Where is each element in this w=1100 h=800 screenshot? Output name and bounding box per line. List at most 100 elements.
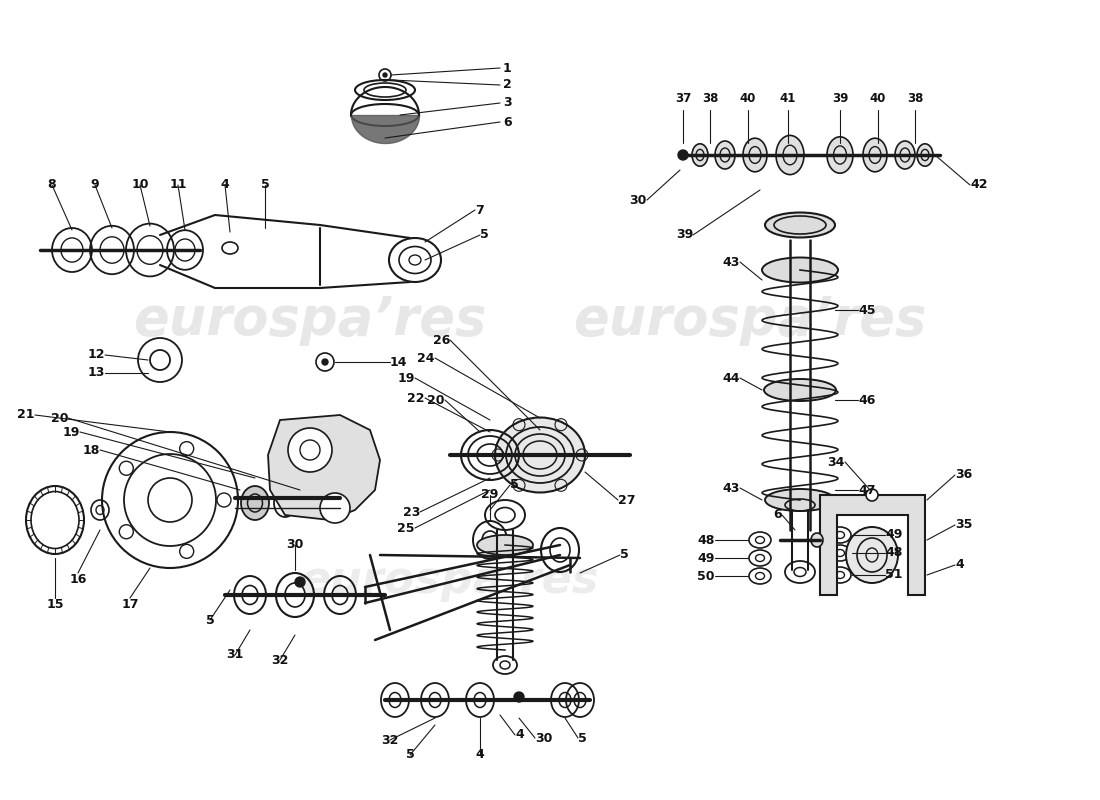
Polygon shape [268,415,379,520]
Ellipse shape [917,144,933,166]
Ellipse shape [764,489,835,511]
Text: 5: 5 [578,731,586,745]
Text: 15: 15 [46,598,64,611]
Polygon shape [820,495,925,595]
Text: 18: 18 [82,443,100,457]
Ellipse shape [764,213,835,238]
Text: 40: 40 [740,92,756,105]
Text: 50: 50 [697,570,715,582]
Ellipse shape [241,486,270,520]
Text: 46: 46 [858,394,876,406]
Ellipse shape [764,379,836,401]
Ellipse shape [827,137,853,174]
Ellipse shape [811,533,823,547]
Text: 5: 5 [261,178,270,191]
Text: 4: 4 [955,558,964,571]
Text: 45: 45 [858,303,876,317]
Circle shape [866,489,878,501]
Text: 19: 19 [63,426,80,438]
Ellipse shape [776,135,804,174]
Text: 6: 6 [773,509,782,522]
Ellipse shape [692,144,708,166]
Text: 30: 30 [286,538,304,551]
Circle shape [678,150,688,160]
Text: 51: 51 [886,569,902,582]
Text: 41: 41 [780,92,796,105]
Text: 4: 4 [515,729,524,742]
Ellipse shape [895,141,915,169]
Text: 29: 29 [482,489,498,502]
Text: eurospa’res: eurospa’res [133,294,486,346]
Text: 1: 1 [503,62,512,74]
Text: 38: 38 [906,92,923,105]
Text: 5: 5 [620,549,629,562]
Text: 49: 49 [697,551,715,565]
Text: 9: 9 [90,178,99,191]
Text: 8: 8 [47,178,56,191]
Text: 30: 30 [629,194,647,206]
Text: 7: 7 [475,203,484,217]
Text: 47: 47 [858,483,876,497]
Text: 22: 22 [407,391,425,405]
Text: 39: 39 [675,229,693,242]
Text: 6: 6 [503,115,512,129]
Text: 19: 19 [397,371,415,385]
Circle shape [295,577,305,587]
Text: eurospa’res: eurospa’res [573,294,926,346]
Text: 43: 43 [723,255,740,269]
Text: 30: 30 [535,731,552,745]
Text: 12: 12 [88,349,104,362]
Text: 2: 2 [503,78,512,91]
Text: 38: 38 [702,92,718,105]
Ellipse shape [495,418,585,493]
Text: 43: 43 [723,482,740,494]
Text: 48: 48 [697,534,715,546]
Text: 16: 16 [69,573,87,586]
Text: eurospa’res: eurospa’res [301,558,600,602]
Ellipse shape [477,535,534,555]
Text: 42: 42 [970,178,988,191]
Text: 25: 25 [397,522,415,534]
Text: 34: 34 [827,455,845,469]
Text: 3: 3 [503,97,512,110]
Text: 27: 27 [618,494,636,506]
Circle shape [322,359,328,365]
Text: 35: 35 [955,518,972,531]
Ellipse shape [762,258,838,282]
Text: 11: 11 [169,178,187,191]
Ellipse shape [715,141,735,169]
Text: 32: 32 [382,734,398,746]
Text: 39: 39 [832,92,848,105]
Text: 32: 32 [272,654,288,666]
Circle shape [383,73,387,77]
Text: 4: 4 [475,749,484,762]
Text: 4: 4 [221,178,230,191]
Text: 23: 23 [403,506,420,518]
Ellipse shape [864,138,887,172]
Text: 13: 13 [88,366,104,379]
Text: 49: 49 [886,529,902,542]
Text: 37: 37 [675,92,691,105]
Text: 20: 20 [428,394,446,406]
Ellipse shape [742,138,767,172]
Text: 21: 21 [18,409,35,422]
Text: 24: 24 [418,351,434,365]
Text: 20: 20 [51,411,68,425]
Text: 40: 40 [870,92,887,105]
Text: 5: 5 [510,478,519,491]
Text: 31: 31 [227,649,244,662]
Text: 17: 17 [121,598,139,611]
Text: 48: 48 [886,546,902,559]
Text: 5: 5 [480,229,488,242]
Text: 26: 26 [432,334,450,346]
Circle shape [288,428,332,472]
Text: 36: 36 [955,469,972,482]
Text: 5: 5 [406,749,415,762]
Text: 14: 14 [390,355,407,369]
Ellipse shape [846,527,898,583]
Text: 44: 44 [723,371,740,385]
Text: 10: 10 [131,178,149,191]
Circle shape [320,493,350,523]
Circle shape [514,692,524,702]
Text: 5: 5 [206,614,214,626]
